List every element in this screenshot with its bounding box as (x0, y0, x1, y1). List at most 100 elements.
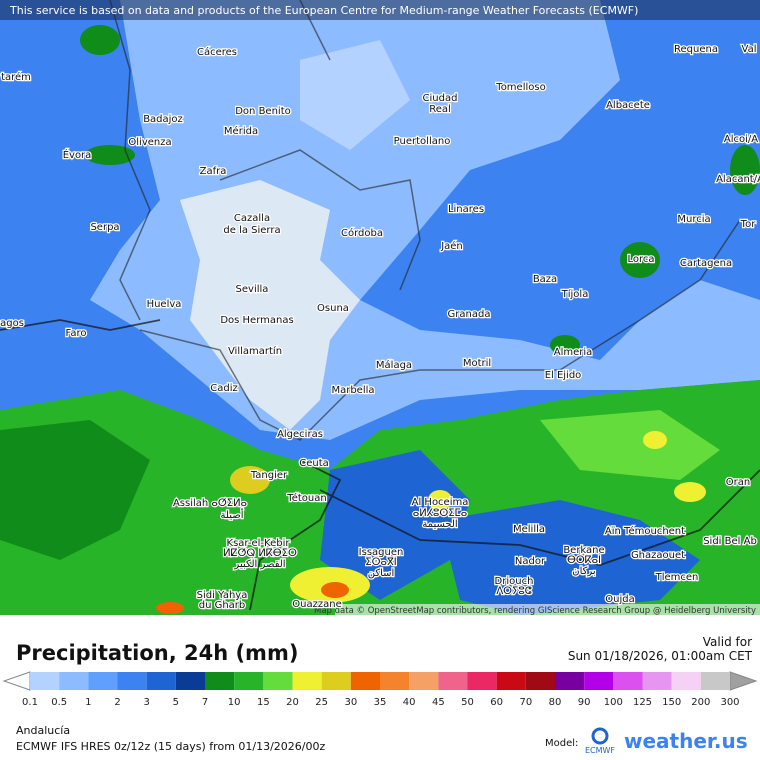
legend-label: 300 (720, 697, 739, 708)
legend-label: 35 (374, 697, 387, 708)
city-label: tarém (1, 71, 31, 83)
city-label: Évora (63, 148, 92, 161)
legend-swatch (263, 672, 293, 690)
legend-swatch (321, 672, 351, 690)
city-label: Don Benito (235, 106, 291, 117)
city-label: Murcia (677, 214, 710, 225)
legend-label: 0.1 (22, 697, 38, 708)
legend-swatch (30, 672, 60, 690)
legend-label: 10 (228, 697, 241, 708)
city-label: Cazalla (234, 213, 270, 224)
legend-swatch (555, 672, 585, 690)
city-label: Oujda (605, 594, 634, 605)
legend-label: 25 (315, 697, 328, 708)
legend-below (2, 671, 31, 691)
color-legend: 0.1 0.5 1 2 3 5 7 10 15 20 25 30 35 40 45 50 60 70 80 90 100… (2, 671, 758, 708)
valid-time: Sun 01/18/2026, 01:00am CET (568, 649, 753, 663)
city-label: ⵍⵇⵚⵕ ⵍⴽⴱⵉⵔ (223, 548, 297, 559)
city-label: Sidi Bel Ab (703, 536, 757, 547)
city-label: Osuna (317, 303, 349, 314)
legend-label: 5 (173, 697, 179, 708)
legend-swatch (146, 672, 176, 690)
city-label: Tangier (250, 470, 288, 481)
city-label: Requena (674, 44, 718, 55)
legend-label: 0.5 (51, 697, 67, 708)
legend-label: 3 (143, 697, 149, 708)
city-label: Villamartín (228, 345, 282, 357)
city-label: Sidi Yahya (197, 590, 248, 601)
city-label: Tétouan (286, 492, 326, 504)
city-label: Motril (463, 358, 491, 369)
city-label: Issaguen (359, 547, 404, 558)
city-label: Ksar-el-Kebir (227, 538, 291, 549)
city-label: Serpa (90, 222, 119, 233)
model-label: Model: (545, 738, 578, 749)
city-label: Tor (740, 219, 757, 230)
city-label: Puertollano (394, 136, 451, 147)
city-label: Val (742, 44, 757, 55)
city-label: Al Hoceima (412, 497, 469, 508)
model-run: ECMWF IFS HRES 0z/12z (15 days) from 01/… (16, 740, 326, 753)
city-label: Sevilla (236, 284, 269, 295)
city-label: Tlemcen (655, 572, 699, 583)
legend-label: 7 (202, 697, 208, 708)
legend-label: 20 (286, 697, 299, 708)
legend-swatch (584, 672, 614, 690)
city-label: Dos Hermanas (220, 315, 293, 326)
legend-swatch (380, 672, 410, 690)
legend-label: 15 (257, 697, 270, 708)
legend-swatch (409, 672, 439, 690)
city-label: Tíjola (561, 288, 589, 300)
map-attribution: Map data © OpenStreetMap contributors, r… (314, 606, 756, 616)
legend-swatch (613, 672, 643, 690)
legend-swatch (525, 672, 555, 690)
city-label: القصر الكبير (233, 559, 285, 570)
city-label: Olivenza (128, 137, 171, 148)
legend-swatch (671, 672, 701, 690)
city-label: Badajoz (143, 114, 183, 125)
city-label: Real (429, 104, 451, 115)
region: Andalucía (16, 724, 70, 737)
city-label: Lorca (627, 254, 654, 265)
city-label: Alcoi/A (724, 134, 758, 145)
city-label: ⴷⵔⵢⵓⵛ (496, 586, 531, 597)
city-label: Oran (726, 477, 750, 488)
legend-label: 30 (344, 697, 357, 708)
legend-swatch (117, 672, 147, 690)
city-label: Assilah ⴰⵚⵉⵍⴰ (173, 498, 247, 509)
city-label: ⵉⵙⴰⴳⵏ (365, 557, 396, 568)
legend-swatch (642, 672, 672, 690)
legend-swatch (88, 672, 118, 690)
city-label: أصيلة (221, 508, 244, 521)
legend-label: 80 (549, 697, 562, 708)
legend-swatch (59, 672, 89, 690)
city-label: Cáceres (197, 46, 237, 58)
city-label: Zafra (200, 166, 227, 177)
city-labels: Cáceres Requena Val tarém Tomelloso CiudadRea… (0, 43, 760, 613)
city-label: Cadiz (210, 383, 238, 394)
city-label: Almeria (554, 347, 593, 358)
legend-swatch (700, 672, 730, 690)
city-label: Nador (515, 556, 546, 567)
brand: weather.us (624, 729, 748, 753)
footer: Precipitation, 24h (mm) Valid for Sun 01… (2, 635, 758, 755)
city-label: Tomelloso (495, 82, 545, 93)
legend-swatch (467, 672, 497, 690)
city-label: Faro (66, 328, 87, 339)
city-label: Melilla (513, 524, 545, 535)
legend-swatch (175, 672, 205, 690)
model-name: ECMWF (585, 746, 615, 755)
city-label: ⴱⵔⴽⴰⵏ (567, 555, 601, 566)
valid-label: Valid for (703, 635, 752, 649)
city-label: Málaga (376, 359, 412, 371)
city-label: du Gharb (199, 600, 246, 611)
legend-label: 125 (633, 697, 652, 708)
city-label: بركان (572, 566, 595, 577)
city-label: Cartagena (680, 258, 732, 269)
city-label: de la Sierra (223, 225, 280, 236)
legend-swatch (234, 672, 264, 690)
legend-swatch (438, 672, 468, 690)
city-label: Driouch (495, 576, 534, 587)
city-label: Ghazaouet (631, 550, 685, 561)
